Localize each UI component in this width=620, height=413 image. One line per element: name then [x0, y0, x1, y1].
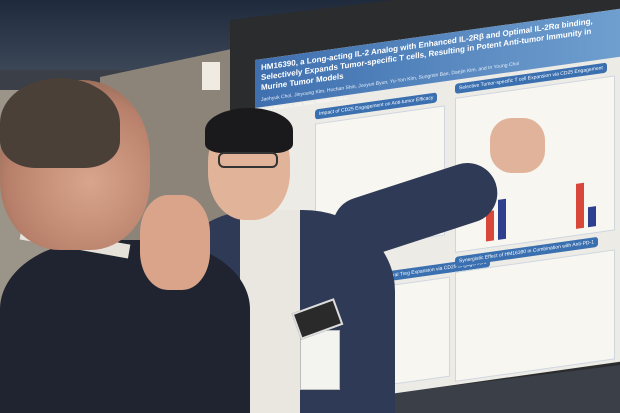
board-number-tag	[202, 62, 220, 90]
chart-bar	[498, 198, 506, 240]
presenter-shirt	[240, 210, 300, 413]
presenter-hand-pointing	[490, 118, 545, 173]
visitor-hair	[0, 78, 120, 168]
figure-panel	[455, 249, 615, 382]
name-badge	[300, 330, 340, 390]
visitor-hand	[140, 195, 210, 290]
presenter-hair	[205, 108, 293, 153]
chart-bar	[588, 206, 596, 228]
visitor-sweater	[0, 240, 250, 413]
chart-bar	[576, 182, 584, 229]
glasses	[218, 152, 278, 168]
